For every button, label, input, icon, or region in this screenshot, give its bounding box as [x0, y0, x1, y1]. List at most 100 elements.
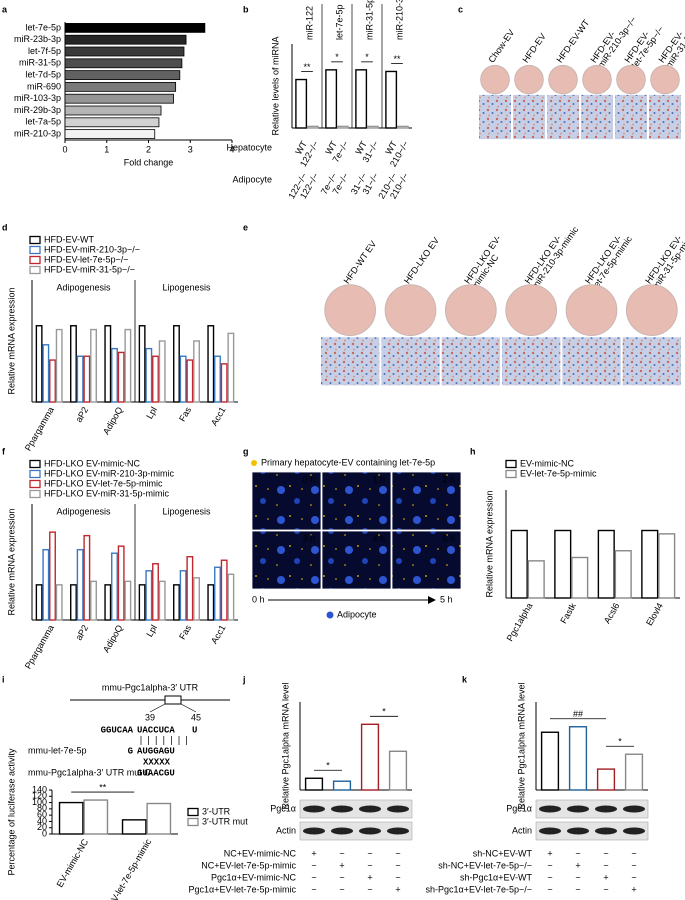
bar: [193, 340, 200, 403]
condition-label: sh-Pgc1α+EV-let-7e-5p−/−: [425, 884, 532, 894]
significance-label: *: [326, 761, 330, 771]
bar: [355, 69, 368, 129]
culture-dish: [505, 284, 558, 336]
stain-label: HFD-EV-miR-31-5p−/−: [656, 19, 685, 70]
axis-end: 5 h: [440, 594, 453, 604]
x-tick-label: Acc1: [209, 623, 228, 645]
legend-label: HFD-LKO EV-miR-210-3p-mimic: [44, 468, 175, 478]
legend-label: Primary hepatocyte-EV containing let-7e-…: [261, 457, 435, 467]
condition-sign: +: [547, 848, 552, 858]
significance-label: **: [99, 782, 107, 792]
bar: [186, 556, 194, 621]
bar: [55, 584, 63, 621]
bar: [332, 780, 352, 791]
bar: [360, 723, 380, 791]
y-tick-label: miR-690: [27, 81, 61, 91]
bar: [193, 577, 200, 621]
bar: [207, 584, 215, 621]
bar: [117, 545, 125, 621]
culture-dish: [582, 64, 612, 95]
blot-band: [567, 805, 589, 813]
condition-sign: +: [367, 872, 372, 882]
time-label: 2 h: [442, 474, 455, 484]
diagram-text: UACCUCA: [137, 725, 175, 735]
diagram-text: mmu-Pgc1alpha-3′ UTR: [102, 682, 199, 692]
y-tick-label: 20: [37, 822, 47, 832]
bar: [145, 570, 153, 621]
condition-sign: −: [339, 884, 344, 894]
culture-dish: [514, 64, 544, 95]
x-tick-label: aP2: [74, 623, 91, 642]
y-tick-label: 100: [32, 797, 47, 807]
y-tick-label: 80: [37, 803, 47, 813]
legend-label: HFD-EV-let-7e-5p−/−: [44, 254, 129, 264]
stain-image: [381, 337, 440, 386]
bar: [83, 355, 91, 403]
legend-label: Adipocyte: [337, 609, 377, 619]
stain-label: HFD-EV-WT: [554, 17, 591, 64]
stain-label: HFD-LKO EV-miR-31-5p-mimic: [643, 228, 685, 290]
bar: [64, 46, 185, 57]
condition-label: NC+EV-let-7e-5p-mimic: [201, 860, 296, 870]
x-axis-label: Fold change: [124, 157, 174, 167]
bar: [104, 325, 112, 403]
bar: [325, 69, 338, 129]
bar: [70, 325, 77, 403]
y-axis-label: Percentage of luciferase activity: [6, 748, 16, 876]
condition-sign: −: [575, 848, 580, 858]
significance-label: **: [303, 62, 311, 72]
bar: [385, 70, 398, 129]
diagram-text: G: [128, 746, 133, 756]
y-tick-label: 0: [42, 828, 47, 838]
bar: [173, 584, 180, 621]
zoom-lines: [149, 703, 197, 713]
y-tick-label: let-7f-5p: [28, 46, 61, 56]
bar: [35, 325, 43, 403]
legend-label: HFD-LKO EV-mimic-NC: [44, 458, 140, 468]
section-label: Lipogenesis: [162, 282, 211, 292]
bar: [124, 580, 132, 621]
bar: [104, 584, 112, 621]
bar: [121, 819, 147, 835]
legend-swatch: [29, 479, 41, 489]
condition-sign: −: [395, 848, 400, 858]
legend-swatch: [29, 459, 41, 469]
x-tick-label: EV-mimic-NC: [55, 837, 91, 889]
stain-image: [441, 337, 500, 386]
bar: [90, 328, 97, 403]
stain-image: [615, 94, 647, 140]
bar: [64, 117, 160, 128]
section-label: Adipogenesis: [56, 282, 111, 292]
blot-label: Actin: [276, 825, 296, 835]
significance-label: ##: [573, 709, 583, 719]
condition-label: NC+EV-mimic-NC: [224, 848, 297, 858]
condition-sign: +: [311, 848, 316, 858]
bar: [64, 93, 174, 104]
legend-label: EV-let-7e-5p-mimic: [520, 468, 597, 478]
legend-label: HFD-EV-WT: [44, 234, 94, 244]
y-tick-label: let-7a-5p: [25, 117, 61, 127]
stain-label: HFD-LKO EV-miR-210-3p-mimic: [523, 224, 581, 290]
blot-label: Actin: [512, 825, 532, 835]
blot-band: [595, 827, 617, 835]
blot-band: [595, 805, 617, 813]
bar: [388, 750, 408, 791]
site-box: [164, 695, 182, 705]
legend-label: 3′-UTR: [202, 806, 231, 816]
bar: [146, 802, 172, 835]
x-tick-label: 3: [188, 144, 193, 154]
legend-swatch: [187, 817, 199, 827]
condition-sign: −: [631, 872, 636, 882]
bar: [571, 556, 589, 599]
y-axis-label: Relative Pgc1alpha mRNA level: [516, 682, 526, 809]
panel-label: k: [462, 674, 468, 684]
diagram-text: GUAACGU: [137, 768, 175, 778]
stain-label: HFD-LKO EV-let-7e-5p-mimic: [583, 233, 634, 290]
stain-label: Chow-EV: [486, 28, 516, 65]
y-axis-label: Relative levels of miRNA: [270, 36, 280, 135]
section-label: Lipogenesis: [162, 506, 211, 516]
bar: [396, 125, 409, 129]
significance-label: *: [382, 707, 386, 717]
panel-label: g: [243, 446, 249, 456]
bar: [220, 559, 228, 621]
